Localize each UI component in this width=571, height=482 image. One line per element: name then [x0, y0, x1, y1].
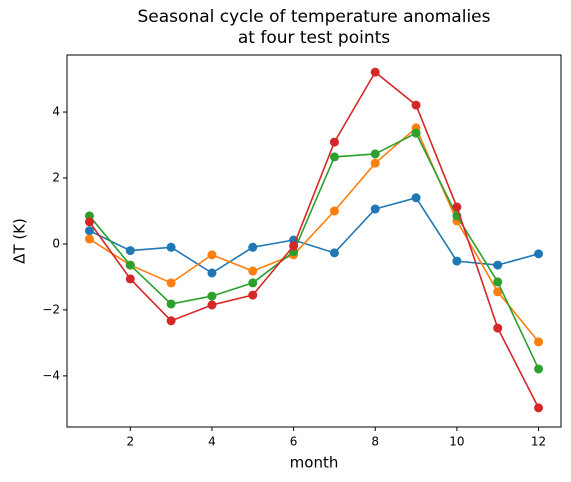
- y-tick-label: 2: [52, 171, 60, 185]
- data-point: [84, 217, 94, 227]
- data-point: [370, 204, 380, 214]
- x-axis-label: month: [290, 454, 339, 472]
- data-point: [125, 260, 135, 270]
- data-point: [84, 226, 94, 236]
- y-tick-label: −4: [42, 368, 60, 382]
- data-point: [166, 299, 176, 309]
- series-line: [89, 196, 539, 274]
- data-point: [329, 248, 339, 258]
- data-point: [248, 278, 258, 288]
- x-tick-label: 8: [371, 435, 379, 449]
- data-point: [166, 242, 176, 252]
- data-point: [125, 246, 135, 256]
- x-tick-label: 2: [126, 435, 134, 449]
- data-point: [493, 260, 503, 270]
- y-tick-label: −2: [42, 302, 60, 316]
- data-point: [248, 290, 258, 300]
- data-point: [452, 202, 462, 212]
- data-point: [166, 316, 176, 326]
- series-line: [88, 70, 540, 409]
- data-point: [125, 274, 135, 284]
- chart-title: Seasonal cycle of temperature anomalies …: [137, 7, 491, 48]
- data-point: [493, 287, 503, 297]
- data-point: [493, 323, 503, 333]
- x-tick-label: 12: [531, 435, 546, 449]
- data-point: [370, 158, 380, 168]
- data-point: [534, 403, 544, 413]
- x-tick-label: 6: [290, 435, 298, 449]
- data-point: [84, 234, 94, 244]
- y-tick-label: 4: [52, 105, 60, 119]
- x-tick-label: 10: [449, 435, 464, 449]
- series-line: [89, 126, 540, 343]
- data-point: [329, 137, 339, 147]
- data-point: [207, 268, 217, 278]
- data-point: [534, 249, 544, 259]
- x-tick-label: 4: [208, 435, 216, 449]
- data-point: [207, 250, 217, 260]
- data-point: [370, 67, 380, 77]
- data-point: [411, 100, 421, 110]
- data-point: [329, 206, 339, 216]
- data-point: [166, 278, 176, 288]
- data-point: [452, 256, 462, 266]
- data-point: [248, 266, 258, 276]
- data-point: [370, 149, 380, 159]
- y-axis-label: ΔT (K): [11, 218, 29, 264]
- data-point: [289, 241, 299, 251]
- data-point: [329, 152, 339, 162]
- data-point: [207, 300, 217, 310]
- data-point: [207, 291, 217, 301]
- data-point: [534, 364, 544, 374]
- data-point: [534, 337, 544, 347]
- data-point: [493, 277, 503, 287]
- data-point: [411, 193, 421, 203]
- plot-frame: [66, 54, 562, 428]
- y-tick-label: 0: [52, 236, 60, 250]
- data-point: [411, 128, 421, 138]
- data-point: [248, 242, 258, 252]
